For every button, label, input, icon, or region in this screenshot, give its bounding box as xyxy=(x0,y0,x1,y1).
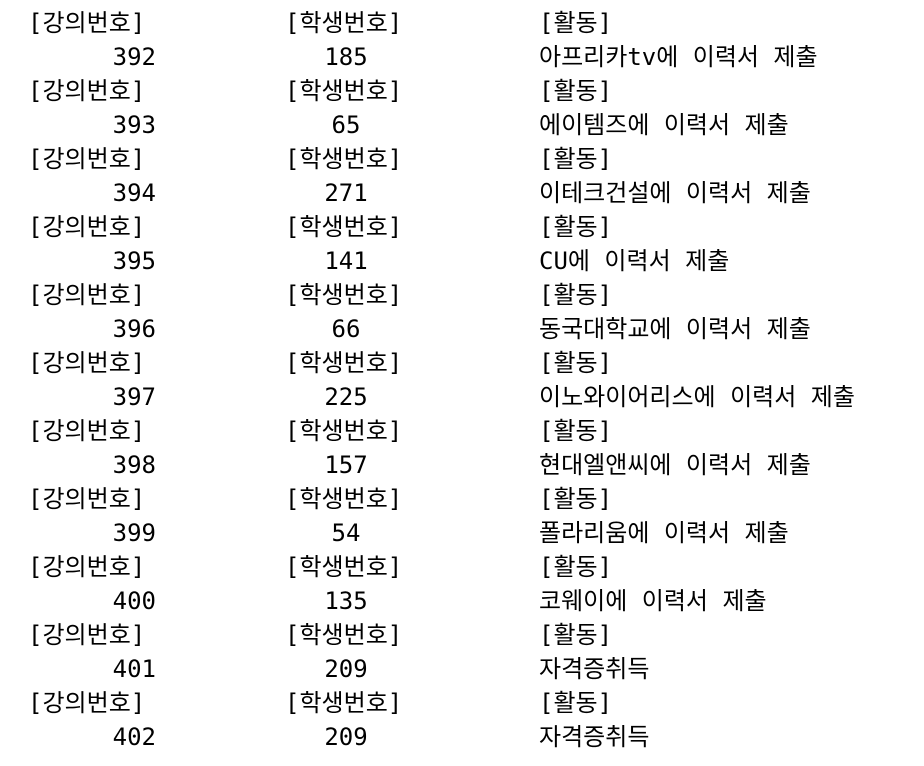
student-label: [학생번호] xyxy=(285,553,403,581)
record-label-row: [강의번호] [학생번호] [활동] xyxy=(0,482,924,516)
activity-text: CU에 이력서 제출 xyxy=(539,247,730,275)
student-label: [학생번호] xyxy=(285,349,403,377)
lecture-label: [강의번호] xyxy=(28,417,146,445)
record-value-row: 393 65 에이템즈에 이력서 제출 xyxy=(0,108,924,142)
student-number: 184 xyxy=(290,0,402,6)
activity-label: [활동] xyxy=(539,621,613,649)
student-number: 141 xyxy=(324,247,368,275)
lecture-number: 398 xyxy=(112,451,156,479)
activity-label: [활동] xyxy=(539,553,613,581)
activity-label: [활동] xyxy=(539,9,613,37)
lecture-number: 392 xyxy=(112,43,156,71)
activity-label: [활동] xyxy=(539,281,613,309)
student-number: 65 xyxy=(331,111,361,139)
record-value-row: 398 157 현대엘앤씨에 이력서 제출 xyxy=(0,448,924,482)
student-number: 157 xyxy=(324,451,368,479)
student-number: 209 xyxy=(324,655,368,683)
lecture-label: [강의번호] xyxy=(28,553,146,581)
lecture-label: [강의번호] xyxy=(28,349,146,377)
lecture-label: [강의번호] xyxy=(28,9,146,37)
lecture-number: 399 xyxy=(112,519,156,547)
lecture-label: [강의번호] xyxy=(28,281,146,309)
record-value-row-partial: 391 184 코웨이에 이력서 제출 xyxy=(0,0,924,6)
student-number: 209 xyxy=(324,723,368,751)
student-number: 135 xyxy=(324,587,368,615)
record-value-row: 401 209 자격증취득 xyxy=(0,652,924,686)
activity-text: 현대엘앤씨에 이력서 제출 xyxy=(539,451,811,479)
lecture-number: 396 xyxy=(112,315,156,343)
activity-text: 이노와이어리스에 이력서 제출 xyxy=(539,383,855,411)
student-label: [학생번호] xyxy=(285,485,403,513)
student-label: [학생번호] xyxy=(285,77,403,105)
activity-text: 동국대학교에 이력서 제출 xyxy=(539,315,811,343)
record-label-row: [강의번호] [학생번호] [활동] xyxy=(0,550,924,584)
activity-text: 폴라리움에 이력서 제출 xyxy=(539,519,789,547)
lecture-number: 401 xyxy=(112,655,156,683)
student-number: 185 xyxy=(324,43,368,71)
student-number: 271 xyxy=(324,179,368,207)
activity-text: 코웨이에 이력서 제출 xyxy=(539,587,767,615)
activity-text: 에이템즈에 이력서 제출 xyxy=(539,111,789,139)
student-label: [학생번호] xyxy=(285,689,403,717)
record-label-row: [강의번호] [학생번호] [활동] xyxy=(0,346,924,380)
record-label-row: [강의번호] [학생번호] [활동] xyxy=(0,618,924,652)
record-label-row: [강의번호] [학생번호] [활동] xyxy=(0,414,924,448)
student-label: [학생번호] xyxy=(285,417,403,445)
lecture-label: [강의번호] xyxy=(28,689,146,717)
student-number: 225 xyxy=(324,383,368,411)
lecture-number: 402 xyxy=(112,723,156,751)
student-label: [학생번호] xyxy=(285,9,403,37)
activity-text: 자격증취득 xyxy=(539,723,650,751)
record-label-row: [강의번호] [학생번호] [활동] xyxy=(0,210,924,244)
lecture-number: 397 xyxy=(112,383,156,411)
activity-text: 이테크건설에 이력서 제출 xyxy=(539,179,811,207)
record-value-row: 392 185 아프리카tv에 이력서 제출 xyxy=(0,40,924,74)
lecture-label: [강의번호] xyxy=(28,213,146,241)
record-value-row: 400 135 코웨이에 이력서 제출 xyxy=(0,584,924,618)
activity-label: [활동] xyxy=(539,213,613,241)
lecture-number: 400 xyxy=(112,587,156,615)
record-label-row: [강의번호] [학생번호] [활동] xyxy=(0,74,924,108)
activity-label: [활동] xyxy=(539,689,613,717)
activity-label: [활동] xyxy=(539,145,613,173)
record-label-row: [강의번호] [학생번호] [활동] xyxy=(0,142,924,176)
record-label-row: [강의번호] [학생번호] [활동] xyxy=(0,6,924,40)
lecture-number: 394 xyxy=(112,179,156,207)
lecture-label: [강의번호] xyxy=(28,621,146,649)
student-number: 66 xyxy=(331,315,361,343)
student-label: [학생번호] xyxy=(285,621,403,649)
lecture-number: 391 xyxy=(106,0,156,6)
record-label-row: [강의번호] [학생번호] [활동] xyxy=(0,686,924,720)
lecture-number: 395 xyxy=(112,247,156,275)
record-value-row: 399 54 폴라리움에 이력서 제출 xyxy=(0,516,924,550)
lecture-label: [강의번호] xyxy=(28,485,146,513)
record-value-row: 396 66 동국대학교에 이력서 제출 xyxy=(0,312,924,346)
student-label: [학생번호] xyxy=(285,145,403,173)
activity-label: [활동] xyxy=(539,349,613,377)
student-number: 54 xyxy=(331,519,361,547)
record-value-row: 395 141 CU에 이력서 제출 xyxy=(0,244,924,278)
record-value-row: 394 271 이테크건설에 이력서 제출 xyxy=(0,176,924,210)
record-value-row: 402 209 자격증취득 xyxy=(0,720,924,754)
lecture-label: [강의번호] xyxy=(28,77,146,105)
student-label: [학생번호] xyxy=(285,213,403,241)
lecture-label: [강의번호] xyxy=(28,145,146,173)
activity-text: 코웨이에 이력서 제출 xyxy=(539,0,767,6)
activity-label: [활동] xyxy=(539,77,613,105)
activity-label: [활동] xyxy=(539,417,613,445)
student-label: [학생번호] xyxy=(285,281,403,309)
record-label-row: [강의번호] [학생번호] [활동] xyxy=(0,278,924,312)
lecture-number: 393 xyxy=(112,111,156,139)
activity-text: 자격증취득 xyxy=(539,655,650,683)
activity-label: [활동] xyxy=(539,485,613,513)
record-value-row: 397 225 이노와이어리스에 이력서 제출 xyxy=(0,380,924,414)
activity-text: 아프리카tv에 이력서 제출 xyxy=(539,43,818,71)
